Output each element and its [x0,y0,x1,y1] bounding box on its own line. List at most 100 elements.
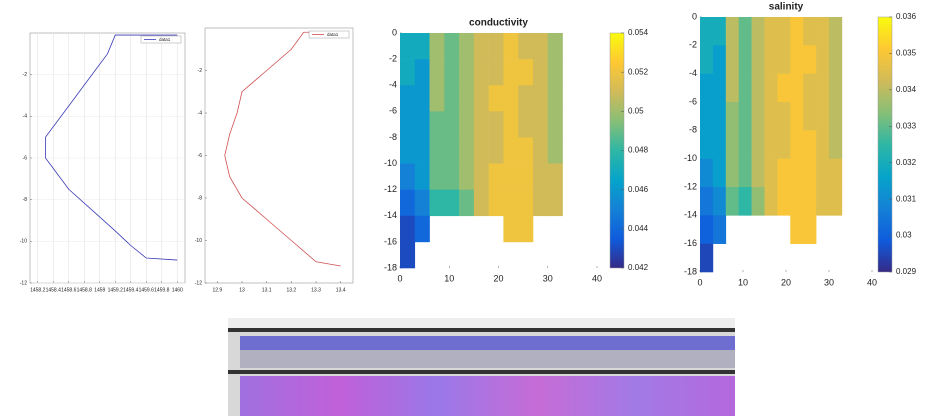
cell [414,215,430,243]
waveform-lower [240,350,735,368]
cell [751,158,765,188]
y-tick-label: -6 [389,106,397,116]
axes: 12.9 13 13.1 13.2 13.3 13.4 -12 -10 -8 -6 -4 -2 data… [195,27,354,293]
cell [488,111,504,138]
cell [751,130,765,159]
cell [725,73,739,103]
cell [400,33,416,60]
x-tick-label: 40 [867,277,877,287]
y-tick-label: -2 [198,68,203,74]
x-tick-label: 1458.2 [30,287,46,293]
colorbar-tick-label: 0.046 [628,185,649,194]
cell [444,111,460,138]
x-tick-label: 10 [444,273,454,283]
cell [547,163,563,190]
y-tick-label: -10 [20,239,27,245]
cell [790,187,804,216]
cell [400,163,416,190]
cell [764,17,778,46]
cell [400,137,416,164]
cell [532,59,549,86]
x-tick-label: 1459.4 [123,287,139,293]
y-tick-label: -12 [195,280,202,286]
divider [228,328,735,332]
cell [400,241,416,269]
colorbar-tick-label: 0.054 [628,28,649,37]
data-line [224,31,341,267]
cell [488,163,504,190]
cell [816,73,830,103]
cell [751,45,765,74]
cell [503,33,519,60]
cell [816,17,830,46]
cell [400,59,416,86]
colorbar-tick-label: 0.032 [896,158,917,167]
y-tick-label: 0 [692,11,697,21]
x-tick-label: 13.3 [311,287,321,293]
cell [547,189,563,217]
colorbar-tick-label: 0.042 [628,263,649,272]
cell [503,85,519,112]
x-tick-label: 30 [543,273,553,283]
cell [459,59,475,86]
cell [429,163,445,190]
waveform-screenshot [228,318,735,416]
colorbar-tick-label: 0.044 [628,224,649,233]
axes: 0 10 20 30 40 -18 -16 -14 -12 -10 -8 -6 -4 -2 0 conduct… [384,18,649,284]
cell [700,17,714,46]
cell [429,111,445,138]
cell [700,73,714,103]
cell [503,137,519,164]
cell [816,187,830,216]
cell [414,137,430,164]
cell [547,137,563,164]
cell [444,189,460,217]
cell [414,189,430,217]
y-tick-label: -8 [198,195,203,201]
cell [488,59,504,86]
data-line [45,34,178,261]
cell [790,215,804,244]
cell [459,33,475,60]
cell [725,45,739,74]
cell [488,33,504,60]
cell [518,33,534,60]
y-tick-label: -6 [23,155,28,161]
cell [803,130,817,159]
cell [829,130,843,159]
cell [751,102,765,131]
legend-box [140,35,182,44]
cell [829,17,843,46]
cell [473,189,489,217]
x-tick-label: 12.9 [212,287,222,293]
cell [547,33,563,60]
cell [488,137,504,164]
cell [414,111,430,138]
cell [829,45,843,74]
divider [228,370,735,374]
cell [803,45,817,74]
spectrogram [240,376,735,416]
x-tick-label: 13 [239,287,245,293]
cell [712,215,727,244]
x-tick-label: 13.1 [262,287,272,293]
cell [803,73,817,103]
colorbar-tick-label: 0.036 [896,12,917,21]
cell [764,45,778,74]
chart-title: salinity [769,2,804,13]
cell [518,59,534,86]
y-tick-label: -4 [389,80,397,90]
cell [738,102,752,131]
cell [712,187,727,216]
cell [790,45,804,74]
x-tick-label: 20 [781,277,791,287]
cell [444,85,460,112]
cell [712,102,727,131]
cell [700,215,714,244]
chart-title: conductivity [469,18,528,29]
cell [700,45,714,74]
cell [829,73,843,103]
cell [803,187,817,216]
x-tick-label: 20 [493,273,503,283]
